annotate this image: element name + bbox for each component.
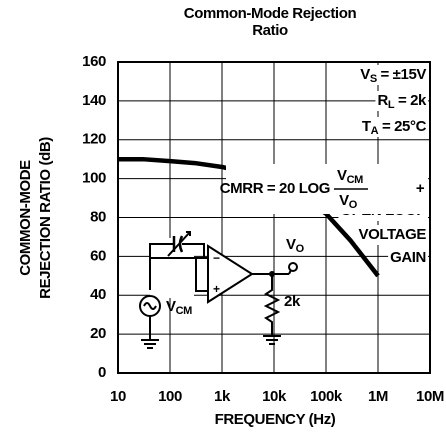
- annotation: GAIN: [390, 249, 426, 266]
- annotation: RL = 2k: [377, 92, 427, 111]
- text-part: = ±15V: [377, 66, 427, 83]
- y-tick-label: 120: [82, 131, 106, 148]
- annotation: TA = 25°C: [362, 118, 427, 137]
- text-part: A: [371, 125, 379, 137]
- text-part: V: [339, 192, 349, 209]
- formula-numerator: VCM: [337, 167, 363, 186]
- op-amp: [207, 244, 254, 304]
- formula-lhs: CMRR = 20 LOG: [220, 180, 330, 197]
- x-tick-label: 100k: [310, 388, 343, 405]
- text-part: CM: [347, 174, 364, 186]
- terminal: [288, 262, 298, 272]
- variable-arrow: [167, 231, 191, 257]
- circuit-diagram: − +: [139, 231, 298, 349]
- text-part: V: [337, 167, 347, 184]
- plot-area: [117, 61, 431, 374]
- text-part: CM: [176, 305, 193, 317]
- y-axis-label: REJECTION RATIO (dB): [37, 137, 54, 299]
- wire: [149, 243, 208, 292]
- resistor: [263, 274, 281, 345]
- x-tick-label: 10M: [416, 388, 444, 405]
- annotation-background: [359, 117, 428, 137]
- x-tick-label: 10: [110, 388, 126, 405]
- y-tick-label: 100: [82, 170, 106, 187]
- text-part: GAIN: [390, 249, 426, 266]
- text-part: = 25°C: [378, 118, 426, 135]
- text-part: 2k: [284, 293, 301, 310]
- text-part: O: [296, 243, 305, 255]
- circuit-label: VCM: [166, 298, 192, 317]
- annotation: VS = ±15V: [360, 66, 426, 85]
- text-part: V: [286, 236, 296, 253]
- annotation-background: [375, 91, 428, 111]
- y-tick-label: 0: [98, 364, 106, 381]
- text-part: R: [377, 92, 388, 109]
- circuit-label: VO: [286, 236, 305, 255]
- text-part: VOLTAGE: [359, 226, 427, 243]
- minus-sign: −: [213, 251, 220, 265]
- y-tick-label: 40: [90, 286, 106, 303]
- annotation-background: [358, 65, 428, 85]
- y-tick-label: 60: [90, 247, 106, 264]
- text-part: V: [166, 298, 176, 315]
- annotation: VOLTAGE: [359, 226, 427, 243]
- text-part: L: [388, 99, 395, 111]
- text-part: V: [360, 66, 370, 83]
- formula-rhs: +: [416, 180, 425, 197]
- x-tick-label: 1M: [368, 388, 388, 405]
- annotation-background: [226, 164, 428, 214]
- circuit-background: [150, 238, 194, 298]
- x-axis-label: FREQUENCY (Hz): [215, 411, 336, 428]
- formula-denominator: VO: [339, 192, 358, 211]
- source-symbol: [143, 302, 157, 310]
- chart-title: Common-Mode Rejection: [184, 5, 357, 22]
- plus-sign: +: [213, 282, 220, 296]
- annotation-background: [388, 248, 428, 268]
- y-tick-label: 80: [90, 208, 106, 225]
- annotation-background: [356, 225, 428, 245]
- x-tick-label: 1k: [214, 388, 231, 405]
- wire: [288, 269, 292, 275]
- text-part: O: [349, 199, 358, 211]
- text-part: = 2k: [394, 92, 427, 109]
- y-tick-label: 160: [82, 53, 106, 70]
- y-axis-label: COMMON-MODE: [17, 160, 34, 276]
- ground: [141, 316, 159, 349]
- circuit-label: 2k: [284, 293, 301, 310]
- x-tick-label: 100: [158, 388, 182, 405]
- text-part: T: [362, 118, 371, 135]
- y-tick-label: 20: [90, 325, 106, 342]
- x-tick-label: 10k: [262, 388, 287, 405]
- text-part: S: [370, 73, 377, 85]
- y-tick-label: 140: [82, 92, 106, 109]
- chart-title: Ratio: [252, 22, 288, 39]
